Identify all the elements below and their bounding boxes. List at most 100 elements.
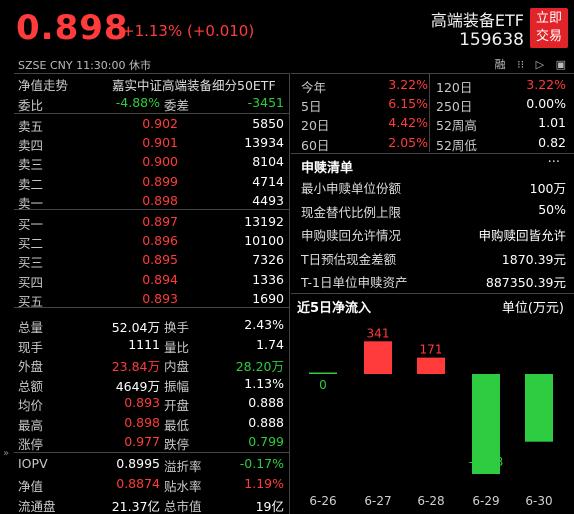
buy-volume: 13192: [244, 214, 284, 229]
stat-label: 内盘: [164, 359, 190, 374]
sell-label: 卖三: [18, 157, 44, 173]
stat-row: 流通盘 21.37亿 总市值 19亿: [14, 495, 290, 514]
subscription-label: 最小申赎单位份额: [301, 181, 402, 196]
inflow-value-label: -706: [525, 423, 552, 437]
weibi-value: -4.88%: [115, 95, 160, 110]
etf-code: 159638: [459, 30, 524, 50]
stat-value: 52.04万: [111, 320, 160, 335]
period-label: 250日: [436, 99, 473, 115]
grid-icon[interactable]: ⁝⁝: [517, 58, 525, 71]
price-change: +1.13% (+0.010): [122, 22, 255, 40]
inflow-value-label: 341: [367, 326, 390, 340]
sell-row: 卖一 0.898 4493: [14, 192, 290, 211]
weicha-label: 委差: [164, 98, 190, 113]
market-status: SZSE CNY 11:30:00 休市: [18, 59, 151, 72]
period-label: 今年: [301, 80, 327, 95]
subscription-label: 现金替代比例上限: [301, 204, 402, 220]
stat-label: 总市值: [164, 499, 202, 514]
stat-row: 外盘 23.84万 内盘 28.20万: [14, 355, 290, 374]
stat-label: 外盘: [18, 359, 44, 374]
subscription-row: 现金替代比例上限 50%: [291, 200, 574, 222]
stat-row: 总额 4649万 振幅 1.13%: [14, 375, 290, 394]
weibi-label: 委比: [18, 98, 44, 113]
sell-volume: 4493: [252, 192, 284, 208]
buy-volume: 7326: [252, 252, 284, 268]
inflow-value-label: -1043: [469, 455, 504, 469]
stat-label: 溢折率: [164, 459, 202, 474]
subscription-row: 申购赎回允许情况 申购赎回皆允许: [291, 223, 574, 245]
sell-row: 卖五 0.902 5850: [14, 115, 290, 134]
period-label: 20日: [301, 118, 330, 134]
inflow-bar: [525, 374, 553, 442]
play-icon[interactable]: ▷: [535, 58, 545, 71]
sell-price: 0.898: [142, 192, 178, 208]
inflow-bar: [417, 357, 445, 374]
subscription-value: 1870.39元: [501, 251, 566, 267]
performance-row: 5日 6.15% 250日 0.00%: [291, 95, 574, 114]
sell-volume: 4714: [252, 173, 284, 189]
stat-row: 均价 0.893 开盘 0.888: [14, 394, 290, 413]
period-value: 6.15%: [388, 96, 428, 112]
sell-price: 0.902: [142, 116, 178, 131]
sell-row: 卖四 0.901 13934: [14, 134, 290, 153]
weicha-value: -3451: [247, 95, 284, 110]
inflow-bar: [309, 372, 337, 374]
expand-arrow-icon[interactable]: »: [3, 448, 10, 459]
stat-value: 0.8995: [116, 456, 160, 471]
stat-label: 贴水率: [164, 479, 202, 494]
stat-label: 涨停: [18, 437, 44, 452]
current-price: 0.898: [16, 8, 129, 48]
buy-row: 买三 0.895 7326: [14, 251, 290, 270]
quote-header: 0.898 +1.13% (+0.010) 高端装备ETF 159638 立即交…: [0, 0, 574, 56]
stat-value: 21.37亿: [111, 499, 160, 514]
buy-price: 0.897: [142, 214, 178, 229]
subscription-value: 申购赎回皆允许: [478, 228, 566, 243]
buy-row: 买二 0.896 10100: [14, 232, 290, 251]
stat-value: 19亿: [255, 499, 284, 514]
more-icon[interactable]: ···: [547, 155, 560, 170]
date-tick-label: 6-28: [417, 494, 444, 508]
performance-row: 今年 3.22% 120日 3.22%: [291, 76, 574, 95]
stat-value: 1.13%: [244, 375, 284, 391]
subscription-value: 887350.39元: [485, 275, 566, 290]
stat-value: 0.888: [248, 395, 284, 410]
buy-label: 买一: [18, 217, 44, 232]
period-value: 3.22%: [388, 77, 428, 92]
sell-row: 卖二 0.899 4714: [14, 173, 290, 192]
buy-row: 买一 0.897 13192: [14, 213, 290, 232]
performance-row: 20日 4.42% 52周高 1.01: [291, 114, 574, 133]
period-value: 1.01: [538, 115, 566, 131]
stat-row: 现手 1111 量比 1.74: [14, 336, 290, 355]
date-tick-label: 6-27: [364, 494, 391, 508]
trade-now-button[interactable]: 立即交易: [530, 8, 568, 48]
net-inflow-unit: 单位(万元): [501, 301, 564, 316]
net-inflow-title: 近5日净流入: [297, 301, 372, 316]
stat-value: 0.898: [124, 414, 160, 430]
stat-row: IOPV 0.8995 溢折率 -0.17%: [14, 455, 290, 474]
stat-label: 振幅: [164, 378, 190, 394]
period-value: 2.05%: [388, 134, 428, 150]
inflow-value-label: 171: [420, 343, 443, 357]
buy-volume: 1336: [252, 271, 284, 287]
subscription-row: 最小申赎单位份额 100万: [291, 176, 574, 198]
subscription-label: 申购赎回允许情况: [301, 228, 402, 243]
sell-volume: 13934: [244, 135, 284, 151]
stat-value: 1.74: [256, 336, 284, 352]
stat-row: 总量 52.04万 换手 2.43%: [14, 316, 290, 335]
subscription-value: 100万: [529, 181, 566, 196]
stat-value: 0.888: [248, 414, 284, 430]
buy-price: 0.896: [142, 233, 178, 249]
date-tick-label: 6-26: [309, 494, 336, 508]
nav-trend-tab[interactable]: 净值走势: [18, 78, 69, 93]
sell-volume: 5850: [252, 116, 284, 131]
period-label: 120日: [436, 80, 473, 95]
sell-price: 0.899: [142, 173, 178, 189]
stat-label: 总额: [18, 378, 44, 394]
window-icon[interactable]: ▣: [555, 58, 566, 71]
margin-icon[interactable]: 融: [494, 58, 506, 71]
stat-value: 0.977: [124, 434, 160, 449]
stat-value: 1.19%: [244, 476, 284, 491]
sell-label: 卖二: [18, 176, 44, 192]
subscription-row: T-1日单位申赎资产 887350.39元: [291, 270, 574, 292]
buy-price: 0.895: [142, 252, 178, 268]
